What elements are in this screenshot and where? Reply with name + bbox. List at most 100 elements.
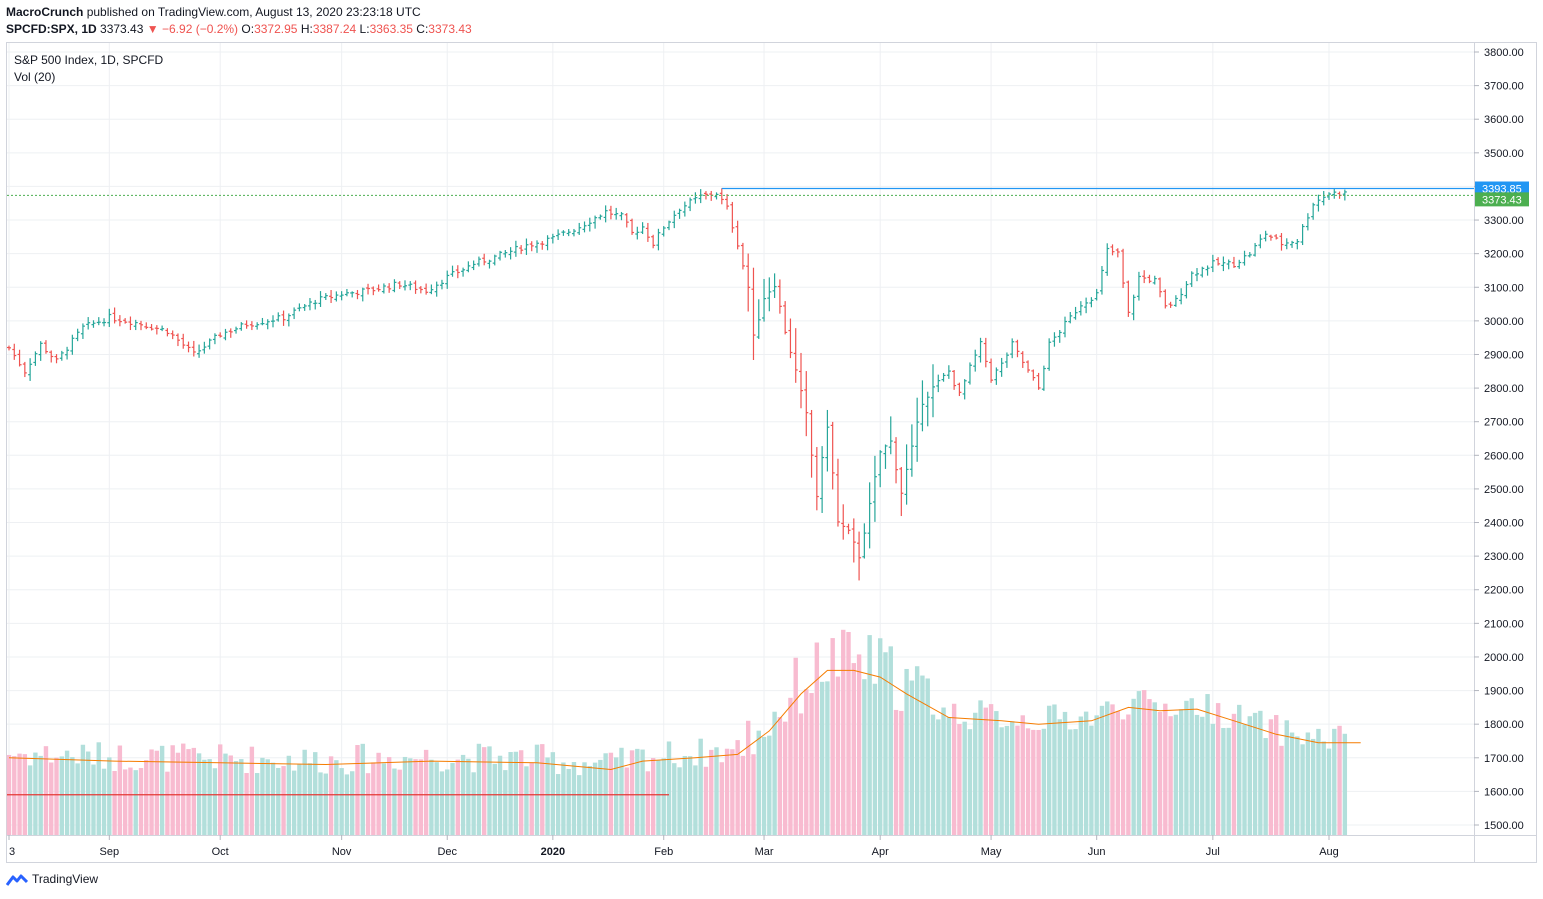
ohlc-bar: [471, 260, 476, 271]
ohlc-bar: [920, 380, 925, 432]
ohlc-bar: [91, 320, 96, 328]
time-tick-label: Mar: [755, 846, 774, 858]
ohlc-bar: [772, 273, 777, 298]
ohlc-bar: [1110, 244, 1115, 256]
volume-bar: [1147, 699, 1152, 835]
ohlc-bar: [1184, 281, 1189, 299]
time-tick-label: Jun: [1088, 846, 1106, 858]
ohlc-bar: [1231, 256, 1236, 268]
ohlc-bar: [1084, 297, 1089, 314]
ohlc-bar: [1041, 365, 1046, 391]
volume-bar: [1168, 716, 1173, 835]
ohlc-bar: [1300, 224, 1305, 246]
ohlc-bar: [730, 201, 735, 233]
ohlc-bar: [793, 328, 798, 383]
high-label: H:: [300, 22, 313, 36]
volume-bar: [719, 762, 724, 835]
ohlc-bar: [107, 308, 112, 327]
ohlc-bar: [967, 362, 972, 385]
volume-bar: [376, 752, 381, 835]
volume-bar: [767, 735, 772, 835]
volume-bar: [914, 666, 920, 835]
volume-bar: [872, 683, 878, 835]
price-tick-label: 2000.00: [1484, 652, 1524, 664]
time-tick-label: Aug: [1319, 846, 1339, 858]
volume-bar: [1105, 701, 1110, 835]
ohlc-bar: [1047, 338, 1052, 371]
volume-bar: [1136, 691, 1142, 835]
ohlc-bar: [624, 213, 629, 228]
price-tick-label: 1800.00: [1484, 719, 1524, 731]
ohlc-bar: [630, 218, 635, 235]
open-value: 3372.95: [254, 22, 298, 36]
volume-bar: [709, 749, 714, 835]
volume-bar: [846, 632, 851, 835]
ohlc-bar: [571, 228, 576, 237]
ohlc-bar: [1274, 234, 1279, 240]
volume-bar: [75, 763, 80, 835]
ohlc-bar: [371, 286, 376, 296]
volume-bar: [212, 768, 218, 835]
ohlc-bar: [239, 322, 244, 331]
ohlc-bar: [1226, 259, 1231, 270]
ohlc-bar: [936, 374, 941, 393]
ohlc-bar: [344, 288, 349, 297]
ohlc-bar: [587, 217, 592, 232]
volume-bar: [529, 763, 534, 835]
volume-bar: [693, 765, 698, 835]
ohlc-bar: [973, 349, 978, 372]
volume-bar: [138, 768, 144, 835]
ohlc-bar: [1105, 243, 1110, 276]
price-tick-label: 2400.00: [1484, 518, 1524, 530]
volume-bar: [962, 721, 967, 835]
ohlc-bar: [1115, 248, 1120, 258]
ohlc-bar: [424, 283, 429, 295]
ohlc-bar: [508, 247, 513, 260]
volume-bar: [571, 761, 577, 835]
volume-bar: [429, 759, 434, 835]
volume-bar: [117, 745, 123, 835]
volume-bar: [445, 769, 450, 835]
volume-bar: [1342, 733, 1348, 835]
volume-bar: [904, 668, 909, 835]
ohlc-bar: [994, 367, 999, 385]
ohlc-bar: [1147, 274, 1152, 284]
volume-bar: [1221, 727, 1226, 835]
ohlc-bar: [1094, 288, 1099, 301]
price-axis[interactable]: 3800.003700.003600.003500.003400.003300.…: [1474, 47, 1529, 832]
volume-bar: [207, 759, 212, 835]
symbol-label[interactable]: SPCFD:SPX, 1D: [6, 22, 97, 36]
close-value: 3373.43: [428, 22, 472, 36]
ohlc-bar: [38, 341, 43, 361]
volume-bar: [756, 730, 761, 835]
volume-bar: [86, 751, 91, 835]
ohlc-bar: [1168, 301, 1173, 308]
ohlc-bar: [403, 280, 407, 291]
time-axis[interactable]: 3 Sep Oct Nov Dec 2020 Feb Mar Apr May Jun Jul Aug: [8, 835, 1339, 858]
volume-bar: [946, 717, 952, 835]
ohlc-bar: [334, 291, 339, 302]
ohlc-bar: [450, 265, 455, 277]
volume-bar: [1036, 729, 1041, 835]
price-tick-label: 3300.00: [1484, 215, 1524, 227]
ohlc-bar: [1247, 252, 1252, 258]
high-value: 3387.24: [312, 22, 357, 36]
ohlc-bar: [640, 222, 645, 235]
volume-bar: [1120, 719, 1126, 835]
volume-bar: [893, 709, 899, 835]
ohlc-bar: [397, 281, 402, 290]
volume-bar: [1152, 702, 1157, 835]
author-name[interactable]: MacroCrunch: [6, 5, 84, 19]
ohlc-bar: [799, 352, 803, 409]
volume-bar: [12, 756, 17, 835]
ohlc-bar: [1036, 372, 1041, 390]
publish-header: MacroCrunch published on TradingView.com…: [6, 5, 421, 19]
tradingview-logo[interactable]: TradingView: [6, 872, 98, 887]
ohlc-bar: [28, 358, 33, 381]
last-price-tag: [1475, 192, 1529, 207]
ohlc-bar: [672, 210, 677, 229]
price-tick-label: 2200.00: [1484, 585, 1524, 597]
ohlc-bar: [466, 261, 471, 273]
ohlc-bar: [1068, 311, 1073, 324]
